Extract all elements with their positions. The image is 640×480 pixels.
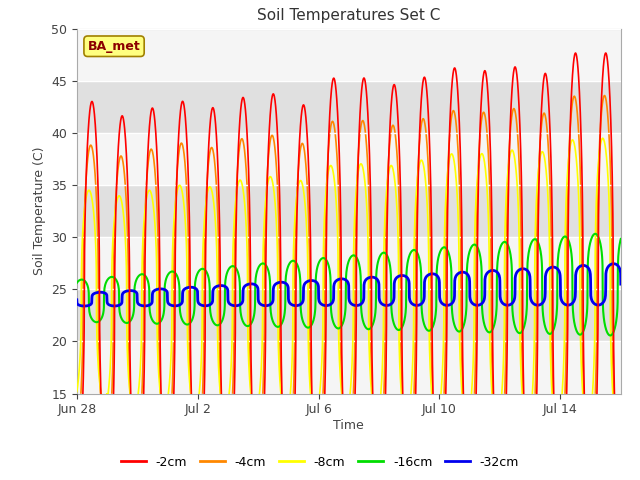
-8cm: [159, 403, 166, 408]
-16cm: [73, 280, 81, 286]
Text: BA_met: BA_met: [88, 40, 140, 53]
Bar: [77, 133, 621, 185]
-16cm: [547, 331, 554, 336]
-16cm: [366, 326, 374, 332]
Line: -32cm: -32cm: [77, 264, 621, 306]
-16cm: [125, 319, 133, 324]
-4cm: [617, 463, 625, 469]
-32cm: [126, 288, 134, 293]
Line: -8cm: -8cm: [77, 138, 621, 432]
-16cm: [159, 316, 166, 322]
-8cm: [547, 353, 554, 359]
-32cm: [81, 303, 88, 309]
-2cm: [602, 50, 609, 56]
-8cm: [366, 365, 374, 371]
-2cm: [366, 166, 374, 171]
-32cm: [73, 297, 81, 303]
-16cm: [617, 236, 625, 242]
-8cm: [73, 389, 81, 395]
-32cm: [547, 264, 554, 270]
-4cm: [270, 139, 278, 145]
-8cm: [270, 190, 278, 196]
Line: -4cm: -4cm: [77, 96, 621, 477]
Y-axis label: Soil Temperature (C): Soil Temperature (C): [33, 147, 45, 276]
-2cm: [73, 476, 81, 480]
-16cm: [591, 231, 599, 237]
-2cm: [125, 266, 133, 272]
-8cm: [125, 385, 133, 391]
-32cm: [366, 275, 374, 280]
-8cm: [193, 400, 201, 406]
Line: -2cm: -2cm: [77, 53, 621, 480]
-32cm: [194, 288, 202, 294]
X-axis label: Time: Time: [333, 419, 364, 432]
-4cm: [193, 448, 201, 454]
-4cm: [125, 376, 133, 382]
Bar: [77, 185, 621, 237]
-16cm: [607, 333, 614, 338]
Line: -16cm: -16cm: [77, 234, 621, 336]
-2cm: [547, 141, 554, 146]
-32cm: [159, 286, 166, 292]
Title: Soil Temperatures Set C: Soil Temperatures Set C: [257, 9, 440, 24]
-8cm: [599, 135, 607, 141]
-16cm: [193, 271, 201, 277]
Legend: -2cm, -4cm, -8cm, -16cm, -32cm: -2cm, -4cm, -8cm, -16cm, -32cm: [116, 451, 524, 474]
-4cm: [73, 433, 81, 439]
-4cm: [159, 425, 166, 431]
-32cm: [610, 261, 618, 266]
-8cm: [554, 429, 561, 435]
Bar: [77, 289, 621, 341]
Bar: [77, 29, 621, 81]
-4cm: [556, 474, 563, 480]
Bar: [77, 341, 621, 394]
-32cm: [617, 281, 625, 287]
-4cm: [600, 93, 608, 98]
-8cm: [617, 413, 625, 419]
-4cm: [547, 198, 554, 204]
Bar: [77, 237, 621, 289]
-2cm: [270, 93, 278, 98]
-16cm: [270, 321, 278, 327]
Bar: [77, 81, 621, 133]
-2cm: [159, 431, 166, 437]
-32cm: [271, 283, 278, 288]
-4cm: [366, 234, 374, 240]
